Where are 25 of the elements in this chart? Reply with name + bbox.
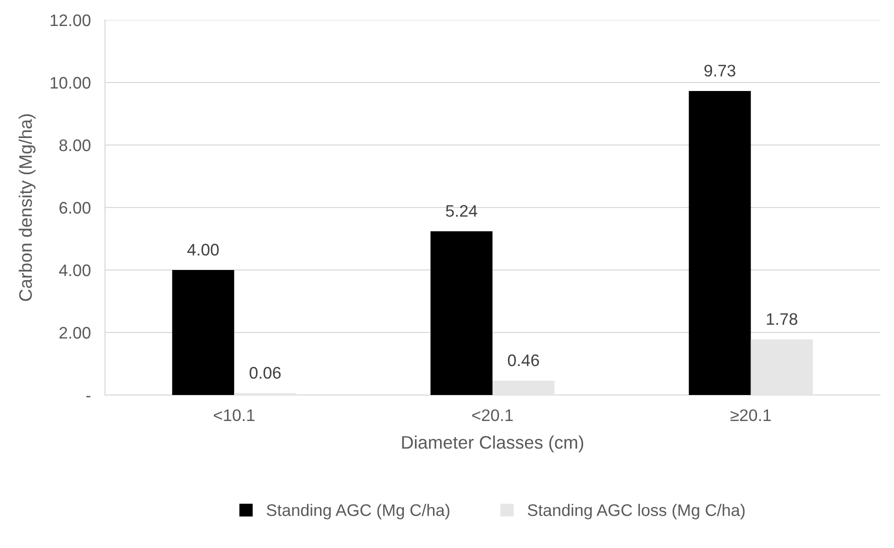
y-axis-title: Carbon density (Mg/ha) [18, 114, 36, 301]
bar [492, 380, 554, 395]
x-tick-label: <10.1 [214, 409, 254, 422]
data-label: 0.46 [508, 354, 539, 366]
legend-label: Standing AGC loss (Mg C/ha) [528, 504, 745, 520]
y-tick-label: 12.00 [50, 14, 90, 26]
data-label: 4.00 [187, 244, 219, 256]
data-label: 1.78 [766, 313, 798, 325]
x-tick-label: ≥20.1 [730, 409, 771, 422]
y-tick-label: 8.00 [59, 139, 90, 152]
bar [172, 270, 234, 395]
legend-label: Standing AGC (Mg C/ha) [266, 504, 450, 520]
y-tick-label: 2.00 [60, 326, 90, 339]
y-tick-label: 6.00 [60, 202, 90, 214]
data-label: 9.73 [704, 64, 736, 77]
bar [750, 339, 813, 395]
y-tick-label: 4.00 [59, 264, 90, 276]
data-label: 0.06 [250, 366, 281, 379]
bar [430, 231, 492, 395]
x-axis-title: Diameter Classes (cm) [402, 436, 584, 452]
y-tick-label: - [86, 396, 90, 398]
bar [688, 90, 751, 395]
x-tick-label: <20.1 [472, 409, 513, 422]
y-tick-label: 10.00 [50, 76, 90, 89]
data-label: 5.24 [446, 205, 478, 217]
